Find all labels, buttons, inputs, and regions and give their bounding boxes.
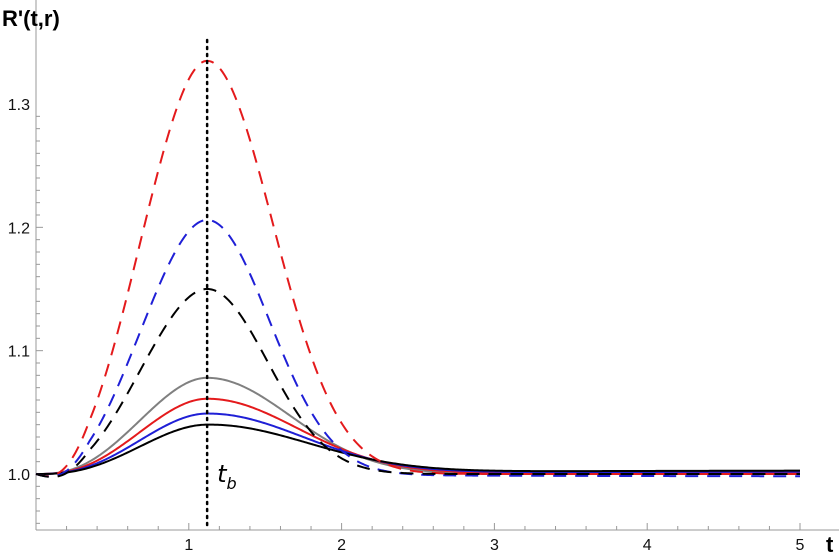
x-tick-label: 4 bbox=[643, 537, 652, 554]
annotation-layer: tb bbox=[205, 38, 237, 532]
series-line-gray-solid bbox=[36, 376, 800, 475]
y-tick-label: 1.2 bbox=[8, 220, 30, 237]
series-line-red-dashed bbox=[35, 59, 800, 478]
series-line-black-solid bbox=[36, 423, 800, 475]
x-tick-label: 3 bbox=[490, 537, 499, 554]
x-tick-label: 2 bbox=[337, 537, 346, 554]
y-axis-title: R'(t,r) bbox=[2, 6, 60, 31]
y-tick-label: 1.0 bbox=[8, 467, 30, 484]
series-layer bbox=[35, 59, 801, 478]
x-tick-label: 1 bbox=[184, 537, 193, 554]
x-axis-title: t bbox=[826, 532, 834, 555]
x-tick-label: 5 bbox=[796, 537, 805, 554]
axes: 1 2 3 4 5 1.0 1.1 1.2 1.3 bbox=[8, 0, 839, 554]
y-tick-label: 1.1 bbox=[8, 344, 30, 361]
series-line-black-dashed bbox=[35, 287, 800, 478]
tb-label: tb bbox=[217, 460, 237, 493]
series-line-blue-solid bbox=[36, 412, 801, 475]
series-line-blue-dashed bbox=[35, 218, 801, 478]
y-tick-label: 1.3 bbox=[8, 97, 30, 114]
series-line-red-solid bbox=[36, 397, 800, 475]
